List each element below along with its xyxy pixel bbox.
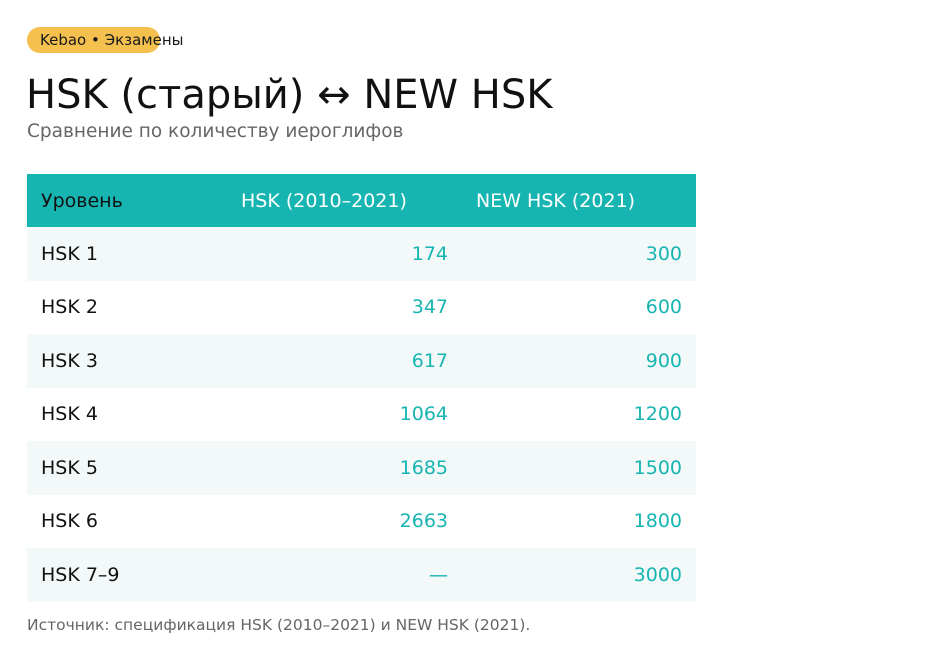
table-row: HSK 1 174 300 bbox=[27, 227, 696, 281]
new-hsk-cell: 600 bbox=[645, 296, 682, 319]
old-hsk-cell: 347 bbox=[411, 296, 448, 319]
new-hsk-cell: 1500 bbox=[462, 441, 696, 495]
old-hsk-cell: — bbox=[227, 548, 462, 602]
page-title: HSK (старый) ↔ NEW HSK bbox=[26, 72, 553, 118]
old-hsk-cell: 1685 bbox=[227, 441, 462, 495]
table-row: HSK 6 2663 1800 bbox=[27, 495, 696, 549]
table-row: HSK 5 1685 1500 bbox=[27, 441, 696, 495]
source-note: Источник: спецификация HSK (2010–2021) и… bbox=[27, 616, 531, 634]
category-badge-label: Kebao • Экзамены bbox=[40, 31, 184, 49]
table-row: HSK 2 347 600 bbox=[27, 281, 696, 335]
level-cell: HSK 1 bbox=[27, 227, 227, 281]
table-header-row: Уровень HSK (2010–2021) NEW HSK (2021) bbox=[27, 174, 696, 227]
level-cell: HSK 5 bbox=[27, 441, 227, 495]
header-new-hsk: NEW HSK (2021) bbox=[462, 174, 696, 227]
old-hsk-cell: 617 bbox=[227, 334, 462, 388]
level-cell: HSK 2 bbox=[41, 296, 98, 319]
new-hsk-cell: 300 bbox=[462, 227, 696, 281]
header-old-hsk: HSK (2010–2021) bbox=[227, 174, 462, 227]
header-level: Уровень bbox=[27, 174, 227, 227]
table-row: HSK 4 1064 1200 bbox=[27, 388, 696, 442]
old-hsk-cell: 1064 bbox=[399, 403, 448, 426]
level-cell: HSK 7–9 bbox=[27, 548, 227, 602]
new-hsk-cell: 3000 bbox=[462, 548, 696, 602]
category-badge bbox=[27, 27, 160, 53]
table-row: HSK 7–9—3000 bbox=[27, 548, 696, 602]
new-hsk-cell: 900 bbox=[462, 334, 696, 388]
new-hsk-cell: 1800 bbox=[633, 510, 682, 533]
comparison-table: Уровень HSK (2010–2021) NEW HSK (2021) H… bbox=[27, 174, 696, 602]
level-cell: HSK 6 bbox=[41, 510, 98, 533]
new-hsk-cell: 1200 bbox=[633, 403, 682, 426]
page-subtitle: Сравнение по количеству иероглифов bbox=[27, 121, 404, 142]
level-cell: HSK 4 bbox=[41, 403, 98, 426]
table-row: HSK 3 617 900 bbox=[27, 334, 696, 388]
old-hsk-cell: 174 bbox=[227, 227, 462, 281]
old-hsk-cell: 2663 bbox=[399, 510, 448, 533]
level-cell: HSK 3 bbox=[27, 334, 227, 388]
